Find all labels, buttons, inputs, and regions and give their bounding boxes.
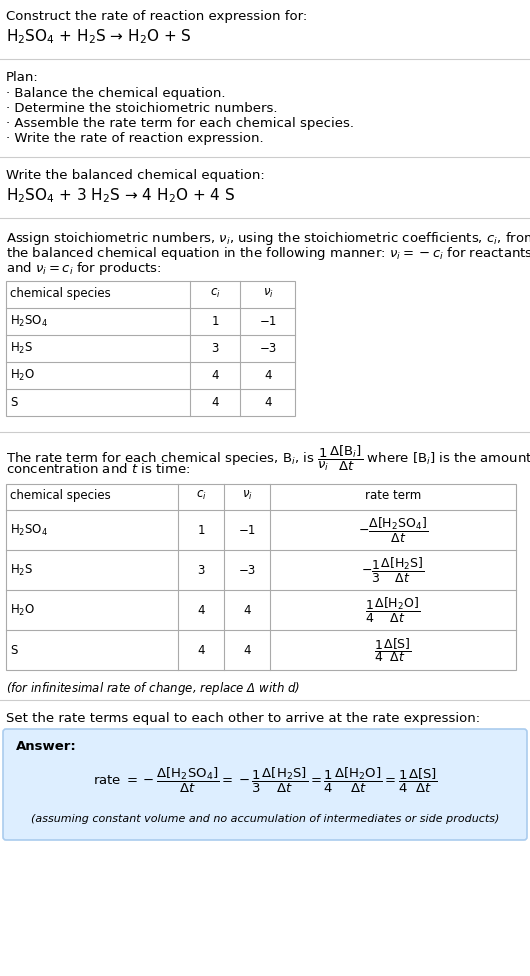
Text: $-\dfrac{1}{3}\dfrac{\Delta[\mathrm{H_2S}]}{\Delta t}$: $-\dfrac{1}{3}\dfrac{\Delta[\mathrm{H_2S… (361, 555, 425, 585)
Text: 4: 4 (243, 643, 251, 657)
Text: $-\dfrac{\Delta[\mathrm{H_2SO_4}]}{\Delta t}$: $-\dfrac{\Delta[\mathrm{H_2SO_4}]}{\Delt… (358, 515, 428, 545)
Text: (for infinitesimal rate of change, replace Δ with $d$): (for infinitesimal rate of change, repla… (6, 680, 300, 697)
Text: chemical species: chemical species (10, 287, 111, 300)
Text: 4: 4 (211, 369, 219, 382)
Bar (6, 484, 516, 670)
Text: S: S (10, 643, 17, 657)
Text: 4: 4 (264, 369, 272, 382)
Text: · Balance the chemical equation.: · Balance the chemical equation. (6, 87, 225, 100)
Text: H$_2$O: H$_2$O (10, 368, 35, 383)
Text: −3: −3 (238, 563, 255, 577)
Text: H$_2$SO$_4$: H$_2$SO$_4$ (10, 314, 48, 329)
Text: Assign stoichiometric numbers, $\nu_i$, using the stoichiometric coefficients, $: Assign stoichiometric numbers, $\nu_i$, … (6, 230, 530, 247)
Text: −3: −3 (259, 342, 277, 355)
Text: H$_2$SO$_4$: H$_2$SO$_4$ (10, 522, 48, 538)
Text: H$_2$O: H$_2$O (10, 602, 35, 618)
Text: Plan:: Plan: (6, 71, 39, 84)
Text: $c_i$: $c_i$ (196, 489, 206, 502)
Text: rate $= -\dfrac{\Delta[\mathrm{H_2SO_4}]}{\Delta t} = -\dfrac{1}{3}\dfrac{\Delta: rate $= -\dfrac{\Delta[\mathrm{H_2SO_4}]… (93, 766, 437, 795)
Text: H$_2$S: H$_2$S (10, 562, 33, 578)
Text: The rate term for each chemical species, B$_i$, is $\dfrac{1}{\nu_i}\dfrac{\Delt: The rate term for each chemical species,… (6, 444, 530, 473)
Text: −1: −1 (238, 523, 255, 537)
Text: $\dfrac{1}{4}\dfrac{\Delta[\mathrm{H_2O}]}{\Delta t}$: $\dfrac{1}{4}\dfrac{\Delta[\mathrm{H_2O}… (366, 595, 420, 625)
Text: H$_2$S: H$_2$S (10, 341, 33, 356)
FancyBboxPatch shape (3, 729, 527, 840)
Text: Construct the rate of reaction expression for:: Construct the rate of reaction expressio… (6, 10, 307, 23)
Text: 4: 4 (197, 603, 205, 617)
Text: 4: 4 (197, 643, 205, 657)
Text: · Determine the stoichiometric numbers.: · Determine the stoichiometric numbers. (6, 102, 278, 115)
Text: the balanced chemical equation in the following manner: $\nu_i = -c_i$ for react: the balanced chemical equation in the fo… (6, 245, 530, 262)
Text: 3: 3 (197, 563, 205, 577)
Text: H$_2$SO$_4$ + H$_2$S → H$_2$O + S: H$_2$SO$_4$ + H$_2$S → H$_2$O + S (6, 27, 192, 46)
Text: Write the balanced chemical equation:: Write the balanced chemical equation: (6, 169, 265, 182)
Text: 3: 3 (211, 342, 219, 355)
Text: $\nu_i$: $\nu_i$ (262, 287, 273, 300)
Text: concentration and $t$ is time:: concentration and $t$ is time: (6, 462, 190, 476)
Text: 4: 4 (264, 396, 272, 409)
Text: rate term: rate term (365, 489, 421, 502)
Text: Set the rate terms equal to each other to arrive at the rate expression:: Set the rate terms equal to each other t… (6, 712, 480, 725)
Text: · Write the rate of reaction expression.: · Write the rate of reaction expression. (6, 132, 263, 145)
Text: 1: 1 (211, 315, 219, 328)
Text: (assuming constant volume and no accumulation of intermediates or side products): (assuming constant volume and no accumul… (31, 814, 499, 824)
Text: 4: 4 (243, 603, 251, 617)
Bar (6, 281, 295, 416)
Text: 4: 4 (211, 396, 219, 409)
Text: and $\nu_i = c_i$ for products:: and $\nu_i = c_i$ for products: (6, 260, 162, 277)
Text: · Assemble the rate term for each chemical species.: · Assemble the rate term for each chemic… (6, 117, 354, 130)
Text: 1: 1 (197, 523, 205, 537)
Text: S: S (10, 396, 17, 409)
Text: $c_i$: $c_i$ (210, 287, 220, 300)
Text: Answer:: Answer: (16, 740, 77, 753)
Text: −1: −1 (259, 315, 277, 328)
Text: $\dfrac{1}{4}\dfrac{\Delta[\mathrm{S}]}{\Delta t}$: $\dfrac{1}{4}\dfrac{\Delta[\mathrm{S}]}{… (374, 636, 412, 664)
Text: chemical species: chemical species (10, 489, 111, 502)
Text: $\nu_i$: $\nu_i$ (242, 489, 252, 502)
Text: H$_2$SO$_4$ + 3 H$_2$S → 4 H$_2$O + 4 S: H$_2$SO$_4$ + 3 H$_2$S → 4 H$_2$O + 4 S (6, 186, 235, 205)
